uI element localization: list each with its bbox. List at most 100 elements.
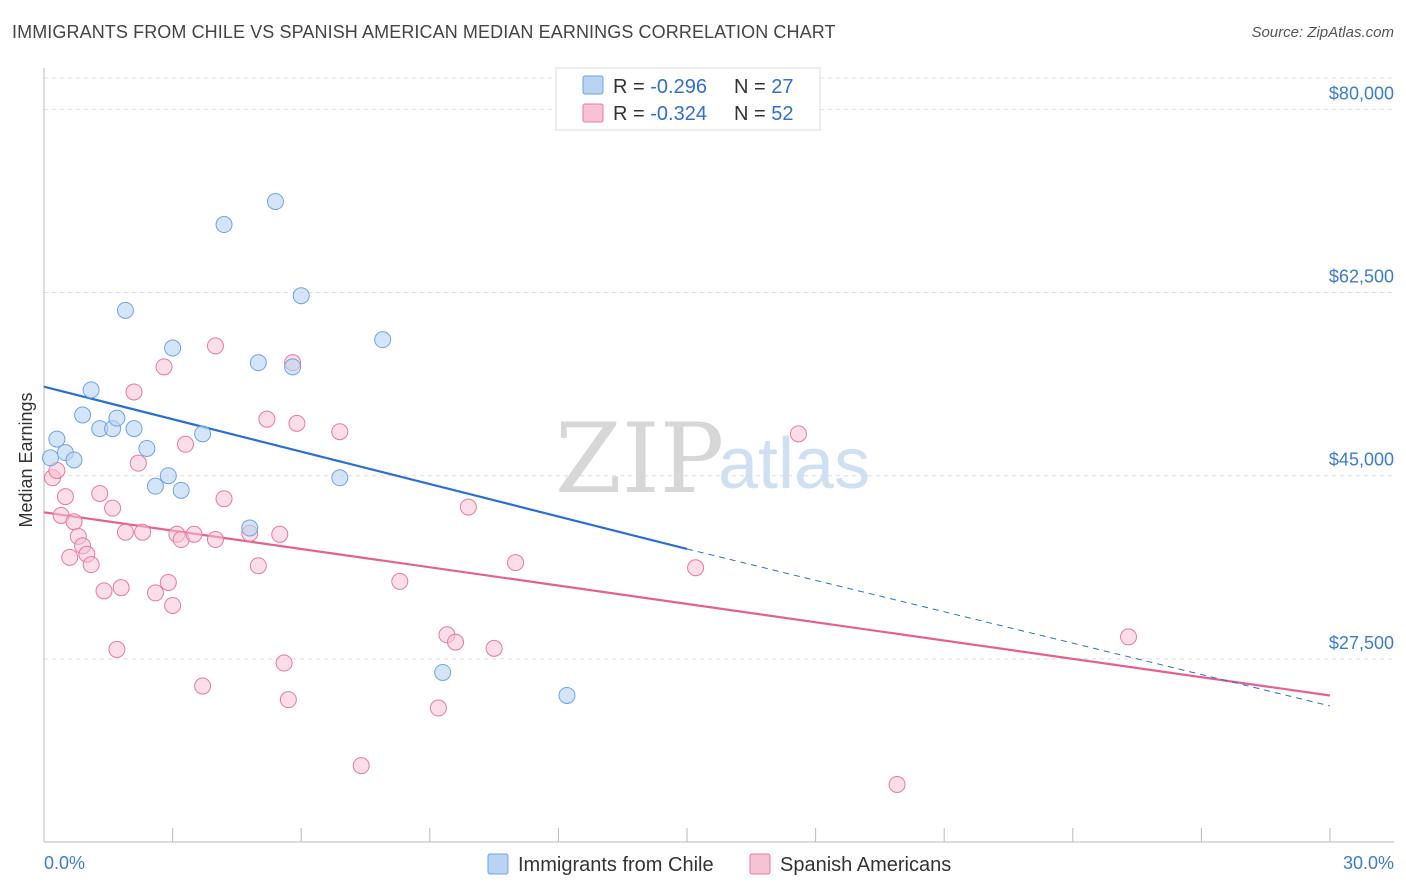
point-immigrants-chile — [558, 686, 576, 704]
point-immigrants-chile — [74, 406, 92, 424]
series-legend-label-chile: Immigrants from Chile — [518, 854, 714, 876]
point-spanish-americans — [687, 559, 705, 577]
point-spanish-americans — [206, 531, 224, 549]
point-spanish-americans — [429, 699, 447, 717]
point-spanish-americans — [485, 639, 503, 657]
trend-line-extension-immigrants-chile — [686, 548, 1331, 707]
legend-n-label: N = — [734, 103, 771, 125]
point-spanish-americans — [249, 557, 267, 575]
correlation-legend: R = -0.296 N = 27 R = -0.324 N = 52 — [555, 67, 821, 131]
point-spanish-americans — [194, 677, 212, 695]
point-spanish-americans — [391, 572, 409, 590]
point-spanish-americans — [95, 582, 113, 600]
gridlines — [44, 77, 1394, 660]
point-immigrants-chile — [138, 439, 156, 457]
x-tick-label-min: 0.0% — [44, 853, 85, 873]
point-spanish-americans — [134, 523, 152, 541]
legend-r-label: R = — [613, 76, 650, 98]
point-spanish-americans — [271, 525, 289, 543]
trend-line-spanish-americans — [43, 511, 1331, 697]
axes: $27,500 $45,000 $62,500 $80,000 — [43, 68, 1394, 843]
point-spanish-americans — [279, 691, 297, 709]
y-tick-label: $80,000 — [1329, 83, 1394, 103]
point-spanish-americans — [288, 414, 306, 432]
point-spanish-americans — [789, 425, 807, 443]
source-credit: Source: ZipAtlas.com — [1251, 24, 1394, 41]
point-spanish-americans — [275, 654, 293, 672]
point-spanish-americans — [215, 490, 233, 508]
legend-row-2: R = -0.324 N = 52 — [613, 103, 794, 125]
point-immigrants-chile — [41, 449, 59, 467]
point-spanish-americans — [65, 513, 83, 531]
point-spanish-americans — [129, 454, 147, 472]
point-spanish-americans — [352, 757, 370, 775]
point-immigrants-chile — [241, 519, 259, 537]
series-legend: Immigrants from Chile Spanish Americans — [487, 853, 951, 876]
point-immigrants-chile — [116, 301, 134, 319]
point-spanish-americans — [91, 484, 109, 502]
series-legend-label-spanish: Spanish Americans — [780, 854, 951, 876]
point-spanish-americans — [459, 498, 477, 516]
legend-row-1: R = -0.296 N = 27 — [613, 76, 794, 98]
point-immigrants-chile — [164, 339, 182, 357]
point-spanish-americans — [258, 410, 276, 428]
point-spanish-americans — [888, 775, 906, 793]
point-immigrants-chile — [146, 477, 164, 495]
point-spanish-americans — [1120, 628, 1138, 646]
point-spanish-americans — [125, 383, 143, 401]
point-immigrants-chile — [331, 469, 349, 487]
point-immigrants-chile — [125, 420, 143, 438]
point-spanish-americans — [164, 596, 182, 614]
point-spanish-americans — [61, 548, 79, 566]
legend-n-label: N = — [734, 76, 771, 98]
point-immigrants-chile — [65, 451, 83, 469]
point-immigrants-chile — [434, 663, 452, 681]
point-spanish-americans — [185, 525, 203, 543]
point-immigrants-chile — [292, 287, 310, 305]
trend-lines — [43, 385, 1331, 707]
point-immigrants-chile — [159, 467, 177, 485]
point-spanish-americans — [176, 435, 194, 453]
chart-title: IMMIGRANTS FROM CHILE VS SPANISH AMERICA… — [12, 22, 836, 42]
trend-line-immigrants-chile — [43, 385, 688, 551]
point-spanish-americans — [146, 584, 164, 602]
point-immigrants-chile — [194, 425, 212, 443]
point-immigrants-chile — [172, 481, 190, 499]
point-spanish-americans — [112, 579, 130, 597]
point-spanish-americans — [82, 556, 100, 574]
legend-n-value: 52 — [771, 103, 793, 125]
point-spanish-americans — [507, 554, 525, 572]
series-legend-swatch-spanish — [749, 853, 771, 875]
point-spanish-americans — [331, 423, 349, 441]
point-immigrants-chile — [284, 358, 302, 376]
legend-r-value: -0.296 — [650, 76, 707, 98]
y-tick-label: $45,000 — [1329, 450, 1394, 470]
y-tick-label: $62,500 — [1329, 267, 1394, 287]
y-tick-label: $27,500 — [1329, 633, 1394, 653]
point-spanish-americans — [155, 358, 173, 376]
point-spanish-americans — [104, 499, 122, 517]
legend-r-value: -0.324 — [650, 103, 707, 125]
point-immigrants-chile — [108, 409, 126, 427]
data-points — [41, 192, 1138, 793]
point-spanish-americans — [108, 640, 126, 658]
point-spanish-americans — [56, 488, 74, 506]
point-immigrants-chile — [215, 216, 233, 234]
legend-n-value: 27 — [771, 76, 793, 98]
point-spanish-americans — [447, 633, 465, 651]
x-tick-label-max: 30.0% — [1343, 853, 1394, 873]
legend-swatch-pink — [582, 103, 604, 123]
point-immigrants-chile — [249, 354, 267, 372]
point-spanish-americans — [116, 523, 134, 541]
point-immigrants-chile — [82, 381, 100, 399]
watermark-zip: ZIP — [555, 403, 724, 515]
legend-r-label: R = — [613, 103, 650, 125]
y-axis-label: Median Earnings — [16, 392, 36, 527]
point-spanish-americans — [206, 337, 224, 355]
point-spanish-americans — [159, 573, 177, 591]
point-immigrants-chile — [48, 430, 66, 448]
point-immigrants-chile — [374, 331, 392, 349]
point-immigrants-chile — [266, 192, 284, 210]
series-legend-swatch-chile — [487, 853, 509, 875]
